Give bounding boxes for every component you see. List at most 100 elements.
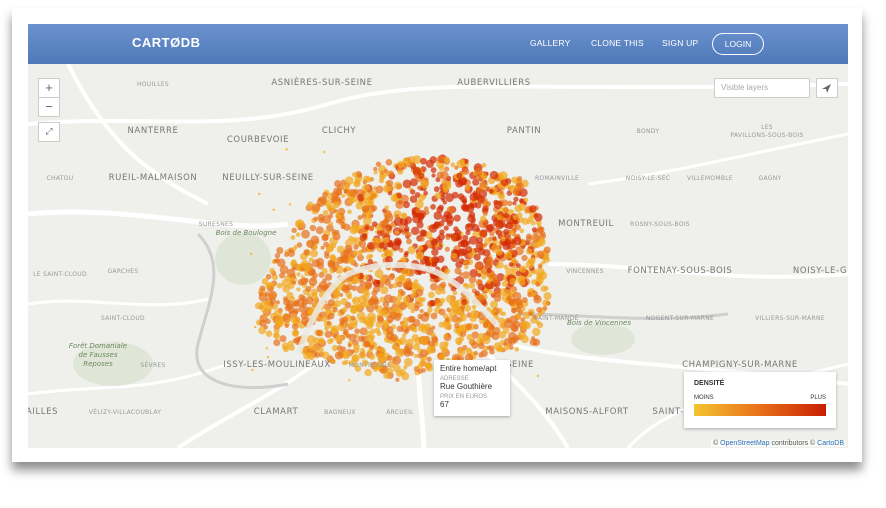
density-dot [499, 322, 506, 329]
density-dot [382, 319, 390, 328]
density-dot [316, 262, 325, 270]
density-dot [361, 205, 370, 213]
density-dot [381, 253, 386, 258]
attr-osm[interactable]: OpenStreetMap [720, 440, 770, 447]
density-dot [395, 377, 400, 382]
density-dot [425, 364, 433, 372]
nav-clone[interactable]: CLONE THIS [591, 38, 644, 48]
density-dot [539, 231, 546, 237]
density-dot [331, 344, 339, 352]
density-dot [536, 250, 545, 259]
zoom-in[interactable]: + [38, 78, 60, 98]
fullscreen[interactable]: ⤢ [38, 122, 60, 142]
density-dot [492, 277, 499, 285]
density-dot [531, 227, 538, 233]
density-dot [430, 238, 438, 246]
density-dot [407, 316, 415, 324]
density-dot [275, 300, 280, 305]
river [195, 232, 289, 390]
attr-carto[interactable]: CartoDB [817, 440, 844, 447]
density-dot [396, 294, 403, 301]
density-dot [385, 159, 393, 166]
density-dot [266, 355, 270, 359]
density-dot [462, 271, 470, 279]
density-dot [321, 267, 328, 275]
nav-signup[interactable]: SIGN UP [662, 38, 699, 48]
park-label: Forêt Domaniale [69, 342, 127, 350]
density-dot [342, 306, 348, 313]
place-label: FONTENAY-SOUS-BOIS [628, 266, 733, 276]
density-dot [390, 194, 398, 202]
density-dot [538, 226, 545, 233]
density-dot [327, 259, 335, 267]
density-dot [511, 244, 516, 249]
density-dot [531, 233, 541, 242]
density-dot [293, 331, 299, 337]
density-dot [417, 270, 423, 276]
density-dot [316, 329, 323, 337]
logo[interactable]: CARTØDB [132, 35, 201, 50]
density-dot [417, 353, 424, 359]
density-dot [427, 307, 433, 313]
density-dot [412, 319, 421, 327]
density-dot [322, 209, 329, 216]
place-label: BONDY [637, 128, 660, 135]
density-dot [412, 327, 418, 333]
density-dot [350, 349, 356, 354]
place-label: VÉLIZY-VILLACOUBLAY [89, 408, 162, 416]
layer-search[interactable]: Visible layers [714, 78, 810, 98]
density-dot [383, 372, 390, 379]
density-dot [516, 301, 524, 310]
density-dot [477, 283, 485, 291]
density-dot [270, 298, 277, 305]
density-dot [519, 188, 528, 197]
density-dot [466, 333, 473, 341]
density-dot [485, 201, 492, 207]
road [28, 362, 229, 396]
density-dot [543, 292, 552, 301]
density-dot [477, 195, 485, 204]
density-dot [402, 179, 412, 189]
density-dot [403, 222, 409, 227]
density-dot [394, 230, 399, 235]
density-dot [434, 192, 442, 200]
density-dot [401, 212, 407, 218]
density-dot [365, 212, 373, 220]
density-dot [461, 299, 468, 306]
locate-button[interactable] [816, 78, 838, 98]
density-dot [406, 238, 412, 245]
density-dot [462, 260, 468, 265]
density-dot [415, 251, 425, 261]
density-dot [434, 298, 441, 304]
density-dot [433, 211, 443, 220]
density-dot [519, 275, 525, 281]
density-dot [519, 265, 527, 273]
density-dot [513, 196, 519, 202]
density-dot [500, 178, 509, 187]
density-dot [393, 237, 402, 247]
density-dot [290, 235, 296, 240]
density-dot [373, 279, 381, 288]
density-dot [411, 333, 419, 342]
park-label: Bois de Vincennes [567, 319, 631, 327]
density-dot [419, 359, 427, 367]
density-dot [471, 341, 479, 349]
density-dot [336, 245, 345, 254]
login-button[interactable]: LOGIN [712, 33, 764, 55]
density-dot [481, 274, 487, 280]
density-dot [342, 268, 348, 273]
density-dot [374, 327, 381, 334]
density-dot [296, 242, 303, 248]
density-dot [387, 367, 394, 375]
density-dot [427, 291, 435, 299]
density-dot [389, 311, 398, 320]
density-dot [400, 194, 409, 204]
place-label: ROMAINVILLE [535, 175, 579, 182]
density-dot [439, 170, 449, 180]
nav-gallery[interactable]: GALLERY [530, 38, 571, 48]
density-dot [412, 343, 420, 351]
density-dot [415, 207, 421, 214]
park [215, 233, 271, 285]
place-label: RUEIL-MALMAISON [109, 173, 198, 183]
zoom-out[interactable]: − [38, 97, 60, 117]
